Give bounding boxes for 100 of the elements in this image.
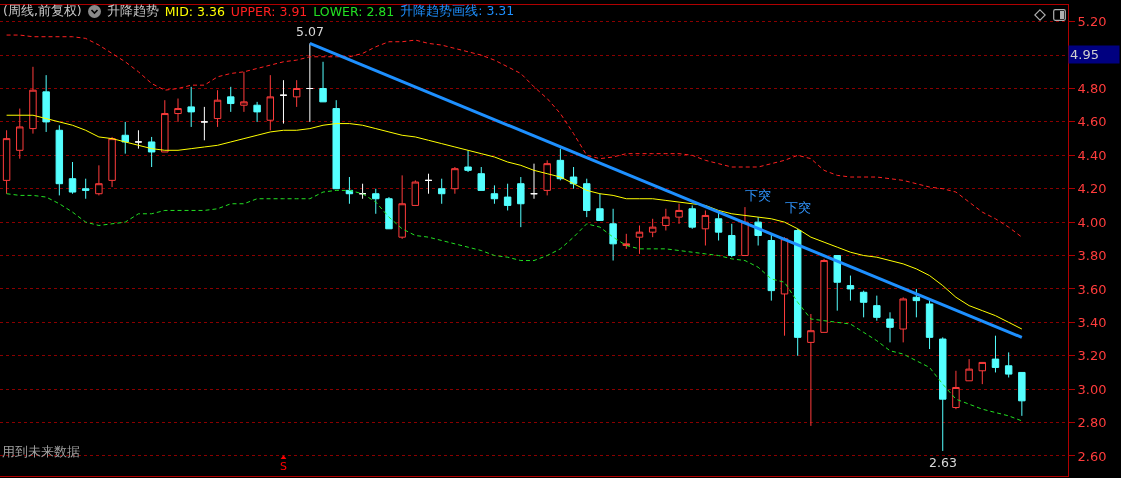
candlestick — [81, 178, 90, 200]
candlestick — [991, 335, 1000, 373]
candlestick — [846, 275, 855, 302]
text: MID: 3.36 — [164, 4, 225, 19]
candlestick — [569, 166, 578, 190]
candlestick — [95, 164, 103, 196]
text: UPPER: 3.91 — [230, 4, 308, 19]
candlestick — [227, 86, 235, 113]
candlestick — [292, 79, 301, 108]
candlestick — [925, 300, 934, 350]
line-series — [6, 34, 1023, 238]
candlestick — [306, 42, 314, 123]
candlestick — [596, 193, 604, 221]
candlestick — [556, 148, 565, 181]
y-tick-label: 2.80 — [1077, 415, 1107, 431]
candlestick — [1004, 351, 1013, 378]
candlestick — [411, 179, 420, 206]
candlestick — [253, 101, 261, 123]
candlestick — [213, 89, 222, 128]
line-series — [6, 114, 1023, 330]
candlestick — [714, 211, 723, 241]
candlestick — [42, 74, 50, 133]
candlestick — [1018, 371, 1026, 417]
y-tick-label: 4.40 — [1077, 147, 1107, 163]
text: 4.95 — [1070, 47, 1099, 62]
candlestick — [161, 99, 169, 153]
candlestick — [793, 228, 802, 357]
candlestick — [319, 61, 327, 103]
candlestick — [807, 313, 815, 427]
text: 下突 — [745, 188, 771, 203]
candlestick — [187, 86, 195, 128]
candlestick — [477, 166, 485, 191]
candlestick — [385, 196, 393, 230]
candlestick — [767, 233, 776, 302]
candlestick — [279, 79, 288, 125]
annotation: 5.07 — [296, 24, 324, 39]
candlestick — [174, 98, 182, 123]
y-tick-label: 3.40 — [1077, 314, 1107, 330]
candlestick — [517, 176, 525, 228]
candlestick — [622, 233, 631, 250]
candlestick — [464, 149, 472, 173]
candlestick — [583, 178, 591, 218]
candlestick — [200, 106, 209, 141]
candlestick — [398, 174, 406, 240]
candlestick — [437, 178, 446, 205]
candlestick — [108, 136, 116, 188]
annotation: 2.63 — [929, 455, 957, 470]
candlestick — [372, 188, 380, 215]
candlestick — [16, 108, 24, 160]
candlestick — [358, 183, 367, 200]
candlestick — [662, 208, 670, 231]
candlestick — [490, 184, 499, 205]
candlestick — [68, 161, 77, 195]
chart-title: (周线,前复权) — [3, 3, 82, 20]
text: 升降趋势画线: 3.31 — [400, 3, 515, 20]
candlestick — [873, 295, 881, 322]
candlestick — [675, 203, 683, 225]
candlestick — [609, 208, 617, 262]
chart-subtitle: 升降趋势 — [106, 3, 159, 20]
candlestick — [266, 74, 275, 131]
y-tick-label: 3.00 — [1077, 381, 1107, 397]
y-tick-label: 3.80 — [1077, 248, 1107, 264]
y-tick-label: 3.20 — [1077, 348, 1107, 364]
candlestick — [134, 129, 143, 150]
candlestick — [543, 159, 551, 196]
candlestick — [424, 173, 433, 195]
candlestick — [345, 176, 354, 205]
text: LOWER: 2.81 — [313, 4, 395, 19]
candlestick — [780, 236, 789, 337]
y-tick-label: 4.80 — [1077, 81, 1107, 97]
candlestick — [741, 206, 749, 257]
candlestick — [859, 290, 868, 318]
candlestick — [332, 99, 340, 190]
candlestick — [820, 258, 828, 333]
y-tick-label: 2.60 — [1077, 448, 1107, 464]
candlestick — [688, 204, 696, 230]
candlestick — [240, 71, 248, 113]
y-tick-label: 4.20 — [1077, 181, 1107, 197]
y-tick-label: 4.00 — [1077, 214, 1107, 230]
candlestick — [939, 336, 947, 452]
text: 下突 — [785, 200, 811, 215]
y-tick-label: 5.20 — [1077, 14, 1107, 30]
candlestick — [451, 166, 459, 195]
line-series — [6, 189, 1023, 422]
data-label: S — [279, 460, 287, 474]
candlestick — [121, 121, 129, 155]
candlestick — [648, 218, 657, 238]
annotation: 用到未来数据 — [2, 444, 80, 459]
y-tick-label: 4.60 — [1077, 114, 1107, 130]
y-tick-label: 3.60 — [1077, 281, 1107, 297]
candlestick — [899, 296, 907, 343]
candlestick — [886, 311, 894, 343]
candlestick — [55, 124, 64, 196]
candlestick — [701, 209, 710, 247]
candlestick — [912, 288, 921, 318]
candlestick — [635, 224, 644, 255]
candlestick — [728, 223, 736, 258]
candlestick — [503, 183, 512, 211]
candlestick — [952, 370, 960, 410]
candlestick — [29, 66, 37, 135]
